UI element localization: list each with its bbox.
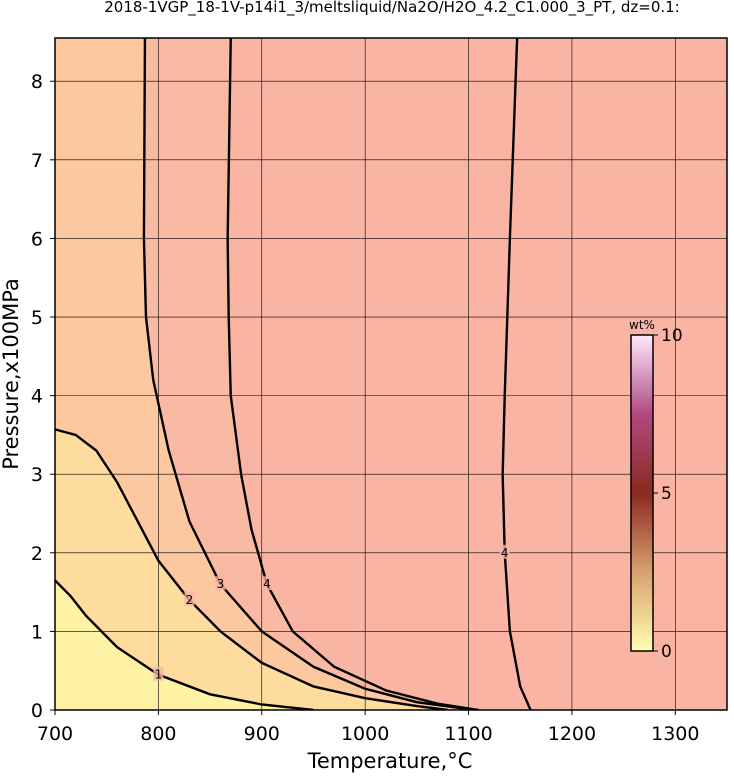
y-tick-label: 0 (31, 700, 43, 722)
x-tick-label: 1300 (651, 723, 699, 745)
x-tick-label: 1000 (341, 723, 389, 745)
y-tick-label: 7 (31, 150, 43, 172)
colorbar-label: wt% (629, 318, 655, 332)
contour-label: 4 (263, 577, 271, 591)
contour-line (501, 38, 532, 710)
contour-label: 1 (155, 668, 163, 682)
x-tick-label: 800 (140, 723, 176, 745)
contour-label-bg (153, 666, 164, 681)
contour-label-bg (215, 576, 226, 591)
x-tick-label: 1100 (444, 723, 492, 745)
contour-line (55, 579, 314, 710)
plot-frame (54, 37, 728, 711)
plot-area: 4 3 2 1 4 (55, 38, 727, 710)
colorbar-tick-label: 10 (661, 326, 683, 346)
contour-label: 2 (186, 593, 194, 607)
y-tick-label: 5 (31, 307, 43, 329)
y-tick-label: 2 (31, 543, 43, 565)
chart-title: 2018-1VGP_18-1V-p14i1_3/meltsliquid/Na2O… (104, 0, 680, 17)
x-tick-label: 900 (244, 723, 280, 745)
colorbar-tick-label: 5 (661, 484, 672, 504)
y-axis-label: Pressure,x100MPa (0, 278, 23, 470)
contour-label: 3 (217, 577, 225, 591)
y-tick-label: 8 (31, 71, 43, 93)
x-tick-label: 1200 (548, 723, 596, 745)
colorbar (630, 334, 654, 652)
contour-label-bg (184, 591, 195, 606)
overlay: 700 800 900 1000 1100 1200 1300 0 1 2 3 4 5 6 7 8 wt% 0 5 1… (31, 37, 728, 745)
level-region (55, 580, 314, 710)
level-region (55, 429, 448, 710)
contour-label: 4 (501, 546, 509, 560)
y-tick-label: 3 (31, 464, 43, 486)
x-axis-label: Temperature,°C (307, 749, 473, 773)
contour-label-bg (499, 544, 510, 559)
y-tick-label: 6 (31, 228, 43, 250)
colorbar-tick-label: 0 (661, 642, 672, 662)
contour-line (226, 38, 480, 710)
x-tick-label: 700 (37, 723, 73, 745)
y-tick-label: 4 (31, 386, 43, 408)
contour-label-bg (261, 576, 272, 591)
y-tick-label: 1 (31, 621, 43, 643)
contour-line (142, 38, 469, 710)
